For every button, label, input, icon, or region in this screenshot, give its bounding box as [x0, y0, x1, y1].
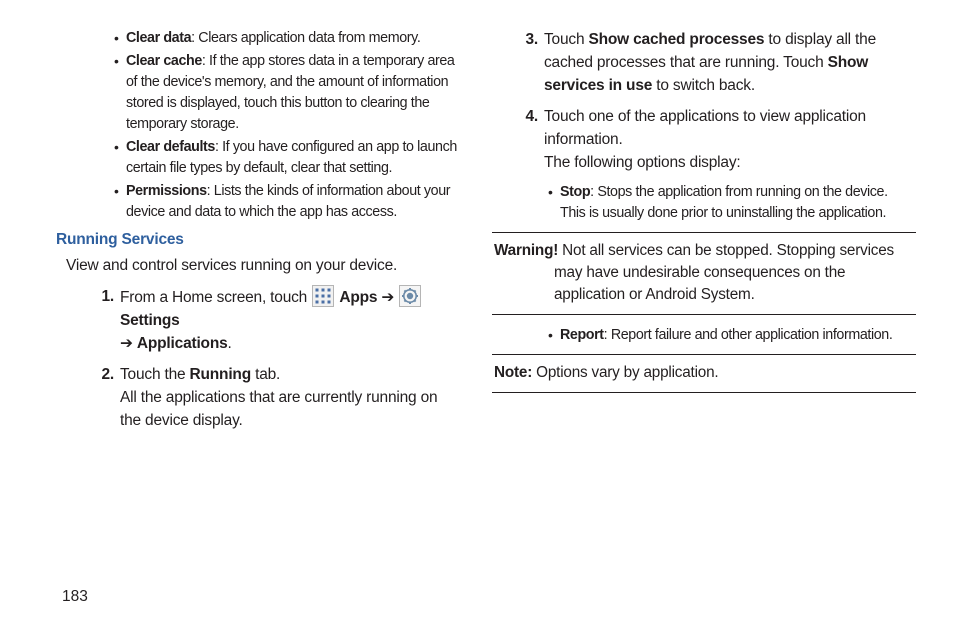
left-column: Clear data: Clears application data from… [38, 28, 462, 440]
arrow-icon: ➔ [120, 335, 137, 352]
sub-bullet-list: Stop: Stops the application from running… [492, 182, 916, 224]
step-number: 3. [514, 28, 538, 51]
bullet-clear-defaults: Clear defaults: If you have configured a… [114, 137, 462, 179]
settings-icon [399, 285, 421, 307]
warning-block: Warning! Not all services can be stopped… [492, 232, 916, 315]
step-3: 3. Touch Show cached processes to displa… [514, 28, 916, 97]
bullet-desc: : Report failure and other application i… [604, 327, 893, 343]
note-body: Options vary by application. [532, 364, 718, 381]
step-2: 2. Touch the Running tab. All the applic… [90, 363, 462, 432]
apps-icon [312, 285, 334, 307]
step-number: 2. [90, 363, 114, 386]
sub-bullet-list: Report: Report failure and other applica… [492, 325, 916, 346]
arrow-icon: ➔ [377, 289, 398, 306]
show-cached-label: Show cached processes [588, 31, 764, 48]
manual-page: Clear data: Clears application data from… [0, 0, 954, 636]
step-number: 1. [90, 285, 114, 308]
definition-bullet-list: Clear data: Clears application data from… [38, 28, 462, 223]
settings-label: Settings [120, 312, 180, 329]
bullet-term: Report [560, 327, 604, 343]
step-text: to switch back. [652, 77, 755, 94]
step-text: All the applications that are currently … [120, 386, 462, 432]
two-column-layout: Clear data: Clears application data from… [38, 28, 916, 440]
bullet-term: Clear data [126, 30, 191, 46]
step-text: . [228, 335, 232, 352]
bullet-term: Clear cache [126, 53, 202, 69]
bullet-term: Clear defaults [126, 139, 215, 155]
section-heading-running-services: Running Services [56, 231, 462, 249]
bullet-permissions: Permissions: Lists the kinds of informat… [114, 181, 462, 223]
warning-body: Not all services can be stopped. Stoppin… [554, 242, 894, 303]
bullet-report: Report: Report failure and other applica… [548, 325, 916, 346]
step-1: 1. From a Home screen, touch [90, 285, 462, 355]
bullet-clear-data: Clear data: Clears application data from… [114, 28, 462, 49]
running-label: Running [190, 366, 251, 383]
step-text: Touch [544, 31, 588, 48]
warning-lead: Warning! [494, 242, 558, 259]
apps-label: Apps [339, 289, 377, 306]
step-text: tab. [251, 366, 280, 383]
step-4: 4. Touch one of the applications to view… [514, 105, 916, 174]
bullet-term: Permissions [126, 183, 207, 199]
bullet-stop: Stop: Stops the application from running… [548, 182, 916, 224]
note-block: Note: Options vary by application. [492, 354, 916, 393]
bullet-term: Stop [560, 184, 590, 200]
step-text: From a Home screen, touch [120, 289, 311, 306]
steps-list: 3. Touch Show cached processes to displa… [514, 28, 916, 174]
note-lead: Note: [494, 364, 532, 381]
right-column: 3. Touch Show cached processes to displa… [492, 28, 916, 440]
step-number: 4. [514, 105, 538, 128]
section-intro: View and control services running on you… [66, 255, 462, 277]
bullet-desc: : Stops the application from running on … [560, 184, 888, 221]
applications-label: Applications [137, 335, 228, 352]
bullet-desc: : Clears application data from memory. [191, 30, 420, 46]
page-number: 183 [62, 588, 88, 606]
bullet-clear-cache: Clear cache: If the app stores data in a… [114, 51, 462, 135]
steps-list: 1. From a Home screen, touch [90, 285, 462, 432]
step-text: Touch one of the applications to view ap… [544, 108, 866, 148]
step-text: The following options display: [544, 151, 916, 174]
step-text: Touch the [120, 366, 190, 383]
